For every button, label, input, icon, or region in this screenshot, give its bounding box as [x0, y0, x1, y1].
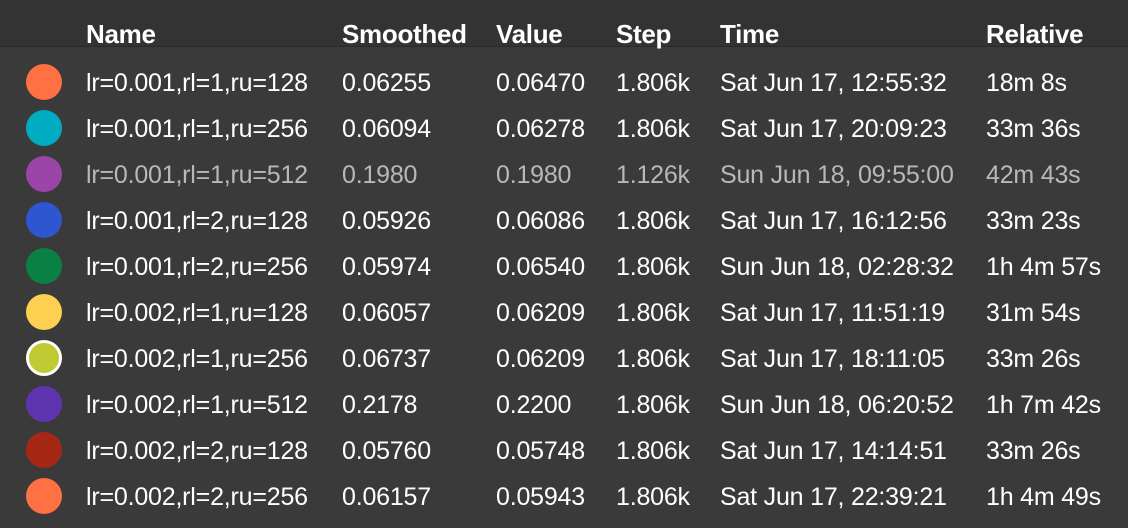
smoothed-value: 0.06157	[342, 483, 431, 511]
table-row: lr=0.002,rl=2,ru=256 0.06157 0.05943 1.806k…	[0, 473, 1128, 519]
table-header: Name Smoothed Value Step Time Relative	[0, 0, 1128, 49]
step-value: 1.806k	[616, 253, 690, 281]
smoothed-value: 0.06737	[342, 345, 431, 373]
smoothed-value: 0.06255	[342, 69, 431, 97]
run-name: lr=0.002,rl=1,ru=512	[86, 391, 308, 419]
column-header-name: Name	[86, 19, 156, 49]
time-value: Sun Jun 18, 06:20:52	[720, 391, 954, 419]
raw-value: 0.1980	[496, 161, 572, 189]
time-value: Sat Jun 17, 11:51:19	[720, 299, 945, 327]
step-value: 1.806k	[616, 207, 690, 235]
raw-value: 0.05748	[496, 437, 585, 465]
time-value: Sat Jun 17, 14:14:51	[720, 437, 947, 465]
run-name: lr=0.001,rl=1,ru=512	[86, 161, 308, 189]
table-row: lr=0.002,rl=2,ru=128 0.05760 0.05748 1.806k…	[0, 427, 1128, 473]
run-color-swatch	[26, 156, 62, 192]
run-name: lr=0.001,rl=2,ru=128	[86, 207, 308, 235]
run-color-swatch	[26, 386, 62, 422]
relative-time: 33m 26s	[986, 345, 1081, 373]
relative-time: 1h 4m 49s	[986, 483, 1101, 511]
step-value: 1.806k	[616, 69, 690, 97]
time-value: Sat Jun 17, 12:55:32	[720, 69, 947, 97]
run-color-swatch	[26, 478, 62, 514]
table-row: lr=0.002,rl=1,ru=512 0.2178 0.2200 1.806k Su…	[0, 381, 1128, 427]
run-name: lr=0.001,rl=1,ru=256	[86, 115, 308, 143]
relative-time: 31m 54s	[986, 299, 1081, 327]
smoothed-value: 0.2178	[342, 391, 418, 419]
run-name: lr=0.002,rl=2,ru=128	[86, 437, 308, 465]
relative-time: 18m 8s	[986, 69, 1067, 97]
step-value: 1.126k	[616, 161, 690, 189]
raw-value: 0.06209	[496, 345, 585, 373]
relative-time: 1h 7m 42s	[986, 391, 1101, 419]
column-header-smoothed: Smoothed	[342, 19, 467, 49]
column-header-time: Time	[720, 19, 780, 49]
column-header-value: Value	[496, 19, 563, 49]
table-row: lr=0.001,rl=2,ru=256 0.05974 0.06540 1.806k…	[0, 243, 1128, 289]
raw-value: 0.05943	[496, 483, 585, 511]
smoothed-value: 0.1980	[342, 161, 418, 189]
table-row: lr=0.001,rl=2,ru=128 0.05926 0.06086 1.806k…	[0, 197, 1128, 243]
table-row: lr=0.001,rl=1,ru=512 0.1980 0.1980 1.126k Su…	[0, 151, 1128, 197]
smoothed-value: 0.05760	[342, 437, 431, 465]
relative-time: 33m 23s	[986, 207, 1081, 235]
table-row: lr=0.001,rl=1,ru=256 0.06094 0.06278 1.806k…	[0, 105, 1128, 151]
raw-value: 0.06470	[496, 69, 585, 97]
run-color-swatch	[26, 110, 62, 146]
run-color-swatch	[26, 432, 62, 468]
run-name: lr=0.002,rl=2,ru=256	[86, 483, 308, 511]
time-value: Sun Jun 18, 02:28:32	[720, 253, 954, 281]
time-value: Sun Jun 18, 09:55:00	[720, 161, 954, 189]
raw-value: 0.06209	[496, 299, 585, 327]
run-color-swatch	[26, 294, 62, 330]
relative-time: 33m 36s	[986, 115, 1081, 143]
run-name: lr=0.001,rl=1,ru=128	[86, 69, 308, 97]
table-row: lr=0.001,rl=1,ru=128 0.06255 0.06470 1.806k…	[0, 59, 1128, 105]
column-header-step: Step	[616, 19, 672, 49]
smoothed-value: 0.05974	[342, 253, 431, 281]
step-value: 1.806k	[616, 437, 690, 465]
relative-time: 42m 43s	[986, 161, 1081, 189]
raw-value: 0.06278	[496, 115, 585, 143]
step-value: 1.806k	[616, 483, 690, 511]
step-value: 1.806k	[616, 391, 690, 419]
raw-value: 0.06086	[496, 207, 585, 235]
raw-value: 0.2200	[496, 391, 572, 419]
step-value: 1.806k	[616, 345, 690, 373]
time-value: Sat Jun 17, 18:11:05	[720, 345, 945, 373]
table-row: lr=0.002,rl=1,ru=128 0.06057 0.06209 1.806k…	[0, 289, 1128, 335]
smoothed-value: 0.05926	[342, 207, 431, 235]
run-name: lr=0.002,rl=1,ru=128	[86, 299, 308, 327]
relative-time: 33m 26s	[986, 437, 1081, 465]
run-name: lr=0.002,rl=1,ru=256	[86, 345, 308, 373]
raw-value: 0.06540	[496, 253, 585, 281]
run-name: lr=0.001,rl=2,ru=256	[86, 253, 308, 281]
run-color-swatch	[26, 64, 62, 100]
time-value: Sat Jun 17, 20:09:23	[720, 115, 947, 143]
column-header-relative: Relative	[986, 19, 1084, 49]
step-value: 1.806k	[616, 299, 690, 327]
run-color-swatch	[26, 202, 62, 238]
run-color-swatch	[26, 248, 62, 284]
smoothed-value: 0.06057	[342, 299, 431, 327]
time-value: Sat Jun 17, 16:12:56	[720, 207, 947, 235]
time-value: Sat Jun 17, 22:39:21	[720, 483, 947, 511]
step-value: 1.806k	[616, 115, 690, 143]
table-row: lr=0.002,rl=1,ru=256 0.06737 0.06209 1.806k…	[0, 335, 1128, 381]
run-color-swatch	[26, 340, 62, 376]
relative-time: 1h 4m 57s	[986, 253, 1101, 281]
smoothed-value: 0.06094	[342, 115, 431, 143]
